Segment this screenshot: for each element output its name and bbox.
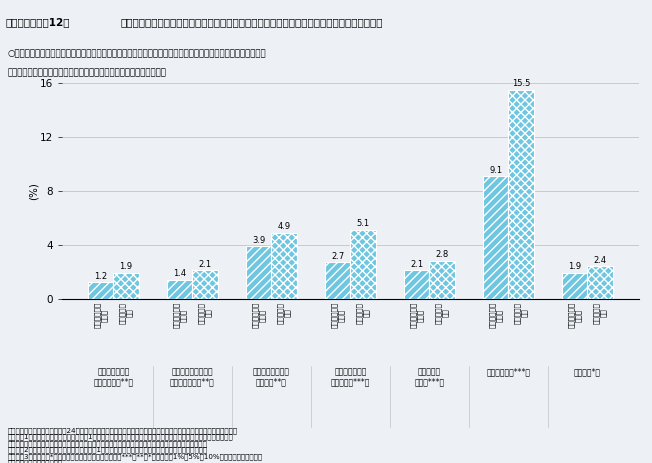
Text: 2）グラフでは、それぞれの者が過去1年以内に取り組んだ自己啓発の実施割合を示している。: 2）グラフでは、それぞれの者が過去1年以内に取り組んだ自己啓発の実施割合を示して… [8, 447, 208, 453]
Text: 資料出所　総務省統計局「平成24年就業構造基本調査」の調査票情報を厚生労働省労働政策担当参事官室にて独自集計: 資料出所 総務省統計局「平成24年就業構造基本調査」の調査票情報を厚生労働省労働… [8, 427, 238, 434]
Bar [167, 280, 192, 299]
Y-axis label: (%): (%) [28, 182, 38, 200]
Bar [430, 261, 454, 299]
Bar [483, 176, 509, 299]
Text: 正規雇用以外
へ移行: 正規雇用以外 へ移行 [410, 302, 424, 328]
Text: 講習会・セミナー
の傍聴（**）: 講習会・セミナー の傍聴（**） [253, 367, 290, 387]
Bar [113, 273, 139, 299]
Text: ことを意味する。: ことを意味する。 [8, 460, 63, 463]
Text: 自学・自習（***）: 自学・自習（***） [486, 367, 531, 376]
Text: 正規雇用以外
へ移行: 正規雇用以外 へ移行 [173, 302, 186, 328]
Text: 専修学校・各種学校
の講座の受講（**）: 専修学校・各種学校 の講座の受講（**） [170, 367, 215, 387]
Text: 15.5: 15.5 [512, 80, 530, 88]
Text: 正規雇用以外
へ移行: 正規雇用以外 へ移行 [252, 302, 265, 328]
Text: 2.1: 2.1 [410, 260, 423, 269]
Text: 正規雇用以外
へ移行: 正規雇用以外 へ移行 [568, 302, 582, 328]
Bar [325, 263, 351, 299]
Text: 第３－（３）－12図: 第３－（３）－12図 [5, 17, 70, 27]
Text: その他（*）: その他（*） [574, 367, 601, 376]
Text: 正規雇用へと移行した者と正規雇用以外へ移行した者の間の自己啓発に対する取組状況の違い: 正規雇用へと移行した者と正規雇用以外へ移行した者の間の自己啓発に対する取組状況の… [121, 17, 383, 27]
Text: 3）括弧内の*は、統計的有意水準を示しており、***、**、*はそれぞれ1%、5%、10%で統計的に有意である: 3）括弧内の*は、統計的有意水準を示しており、***、**、*はそれぞれ1%、5… [8, 453, 263, 460]
Text: 正規雇用へ
移行: 正規雇用へ 移行 [356, 302, 370, 324]
Text: （注）　1）「正規雇用へ移行」は、過去1年以内に離職した非正規雇用労働者のうち、現在、正規雇用の職に就いて: （注） 1）「正規雇用へ移行」は、過去1年以内に離職した非正規雇用労働者のうち、… [8, 434, 233, 440]
Text: 2.1: 2.1 [198, 260, 212, 269]
Text: 1.4: 1.4 [173, 269, 186, 278]
Text: ○　前職が非正規雇用の者のうち、正規雇用へと移行した者と正規雇用以外へと移行した者における自己啓発の: ○ 前職が非正規雇用の者のうち、正規雇用へと移行した者と正規雇用以外へと移行した… [8, 50, 267, 58]
Text: 3.9: 3.9 [252, 236, 265, 244]
Text: 1.9: 1.9 [119, 263, 132, 271]
Text: 1.2: 1.2 [95, 272, 108, 281]
Text: 通信教育の
受講（***）: 通信教育の 受講（***） [415, 367, 445, 387]
Text: 4.9: 4.9 [278, 222, 291, 231]
Bar [351, 230, 376, 299]
Bar [192, 270, 218, 299]
Text: 正規雇用以外
へ移行: 正規雇用以外 へ移行 [331, 302, 345, 328]
Text: 大学・大学院の
講座の受講（**）: 大学・大学院の 講座の受講（**） [93, 367, 134, 387]
Bar [88, 282, 113, 299]
Text: 取組状況を比較すると、特に自学・自習の割合で差がみられる。: 取組状況を比較すると、特に自学・自習の割合で差がみられる。 [8, 68, 167, 77]
Text: 正規雇用へ
移行: 正規雇用へ 移行 [593, 302, 607, 324]
Text: 9.1: 9.1 [489, 166, 503, 175]
Bar [246, 246, 271, 299]
Text: 正規雇用へ
移行: 正規雇用へ 移行 [436, 302, 449, 324]
Text: 正規雇用以外
へ移行: 正規雇用以外 へ移行 [94, 302, 108, 328]
Text: 勉強会・研修会
への参加（***）: 勉強会・研修会 への参加（***） [331, 367, 370, 387]
Text: 正規雇用へ
移行: 正規雇用へ 移行 [277, 302, 291, 324]
Text: 2.4: 2.4 [593, 256, 606, 265]
Bar [404, 270, 430, 299]
Bar [509, 90, 534, 299]
Text: 5.1: 5.1 [357, 219, 370, 228]
Bar [587, 266, 613, 299]
Text: 正規雇用以外
へ移行: 正規雇用以外 へ移行 [489, 302, 503, 328]
Text: 1.9: 1.9 [569, 263, 582, 271]
Bar [562, 273, 587, 299]
Text: 正規雇用へ
移行: 正規雇用へ 移行 [514, 302, 528, 324]
Text: 正規雇用へ
移行: 正規雇用へ 移行 [119, 302, 133, 324]
Text: 正規雇用へ
移行: 正規雇用へ 移行 [198, 302, 212, 324]
Text: 2.8: 2.8 [436, 250, 449, 259]
Text: 2.7: 2.7 [331, 252, 344, 261]
Text: いる者を示し、「正規雇用以外へ移行」は、現在、正規雇用以外の職に就いている者を示す。: いる者を示し、「正規雇用以外へ移行」は、現在、正規雇用以外の職に就いている者を示… [8, 440, 207, 447]
Bar [271, 233, 297, 299]
